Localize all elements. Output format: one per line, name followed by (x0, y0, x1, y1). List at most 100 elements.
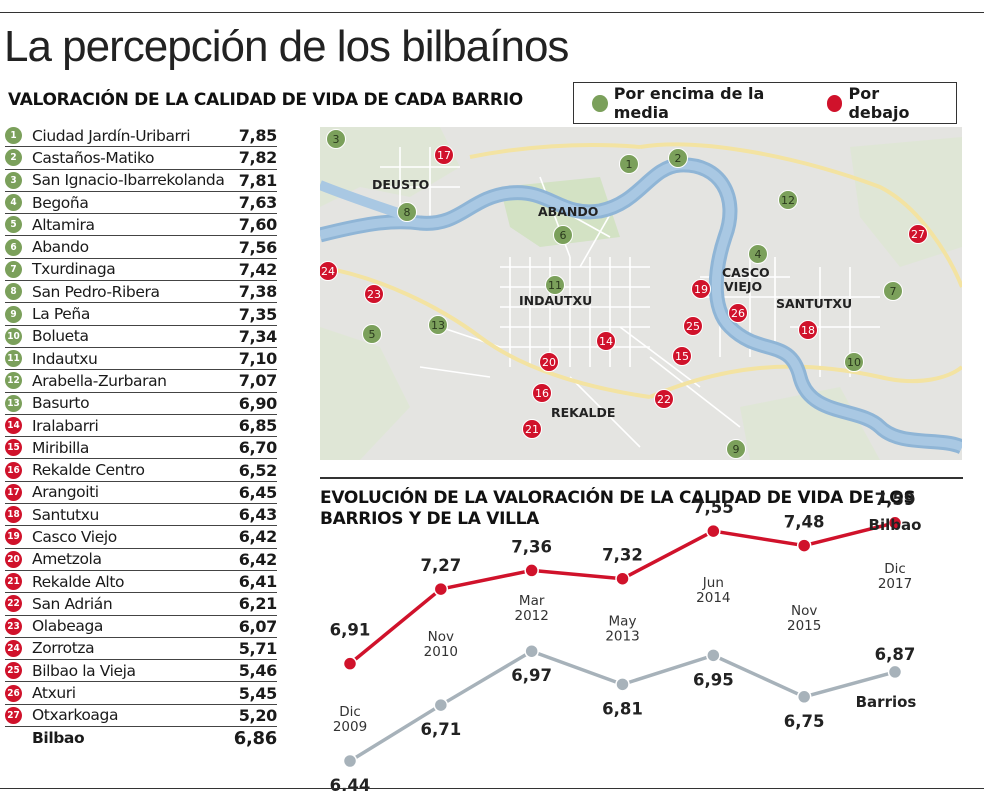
data-point-barrios (887, 664, 903, 680)
map-marker-number: 17 (437, 149, 451, 162)
map-marker-dot (545, 275, 565, 295)
ranking-row: 5 Altamira 7,60 (5, 214, 278, 237)
map-marker: 23 (364, 284, 384, 304)
rank-number-badge: 17 (5, 483, 22, 501)
map-marker-number: 20 (542, 356, 556, 369)
map-marker-dot (798, 320, 818, 340)
ranking-row: 26 Atxuri 5,45 (5, 682, 277, 705)
map-marker: 1 (619, 154, 639, 174)
map-main-roads (320, 142, 962, 399)
map-marker-number: 19 (694, 283, 708, 296)
ranking-row: 11 Indautxu 7,10 (5, 348, 278, 371)
ranking-row: 9 La Peña 7,35 (5, 303, 277, 326)
neighborhood-name: Miribilla (32, 438, 90, 457)
district-label-casco-viejo-2: VIEJO (724, 279, 762, 294)
map-marker-dot (654, 389, 674, 409)
rank-number-badge: 19 (5, 528, 22, 546)
ranking-row: 8 San Pedro-Ribera 7,38 (5, 281, 278, 304)
ranking-row: 7 Txurdinaga 7,42 (5, 259, 277, 282)
neighborhood-name: Casco Viejo (32, 527, 117, 546)
neighborhood-name: Txurdinaga (32, 260, 116, 279)
map-marker: 7 (883, 281, 903, 301)
neighborhood-name: Arabella-Zurbaran (32, 371, 167, 390)
map-marker-dot (728, 303, 748, 323)
ranking-row: 19 Casco Viejo 6,42 (5, 526, 278, 549)
map-marker: 26 (728, 303, 748, 323)
map-marker-dot (691, 279, 711, 299)
map-marker-number: 4 (755, 248, 762, 261)
bottom-rule (0, 788, 984, 789)
rank-number-badge: 12 (5, 372, 22, 390)
ranking-row: 24 Zorrotza 5,71 (5, 638, 278, 661)
rank-number-badge: 3 (5, 171, 22, 189)
map-marker: 25 (683, 316, 703, 336)
ranking-row: 15 Miribilla 6,70 (5, 437, 278, 460)
neighborhood-name: Santutxu (32, 505, 99, 524)
data-label-barrios: 6,87 (875, 645, 916, 664)
x-tick-label: Nov 2015 (787, 603, 821, 634)
map-marker-dot (778, 190, 798, 210)
data-point-bilbao (524, 563, 539, 578)
neighborhood-name: Ametzola (32, 550, 102, 569)
map-marker-dot (397, 202, 417, 222)
neighborhood-name: Castaños-Matiko (32, 148, 155, 167)
map-marker: 10 (844, 352, 864, 372)
map-marker: 5 (362, 324, 382, 344)
ranking-row: 21 Rekalde Alto 6,41 (5, 571, 277, 594)
neighborhood-score: 6,43 (238, 505, 278, 525)
rank-number-badge: 22 (5, 595, 22, 613)
total-score: 6,86 (233, 727, 278, 749)
neighborhood-score: 5,71 (238, 638, 278, 658)
neighborhood-score: 6,52 (238, 460, 278, 480)
map-marker-dot (672, 346, 692, 366)
neighborhood-name: Atxuri (32, 684, 76, 703)
data-point-bilbao (796, 538, 812, 553)
neighborhood-name: Ciudad Jardín-Uribarri (32, 126, 191, 145)
map-legend: Por encima de la media Por debajo (573, 82, 957, 124)
neighborhood-score: 6,70 (238, 438, 278, 458)
rank-number-badge: 20 (5, 550, 22, 568)
map-marker-dot (619, 154, 639, 174)
river-inner (320, 160, 962, 452)
neighborhood-score: 7,10 (238, 349, 278, 369)
map-marker-number: 5 (369, 328, 376, 341)
data-label-bilbao: 7,36 (511, 537, 552, 556)
data-point-barrios (615, 677, 630, 692)
map-marker: 27 (908, 224, 928, 244)
ranking-row: 18 Santutxu 6,43 (5, 504, 278, 527)
rank-number-badge: 26 (5, 684, 22, 702)
map-marker-number: 27 (911, 228, 925, 241)
neighborhood-score: 6,42 (238, 527, 278, 547)
district-labels: DEUSTO ABANDO INDAUTXU CASCO VIEJO SANTU… (372, 177, 852, 420)
map-marker: 18 (798, 320, 818, 340)
neighborhood-name: Rekalde Alto (32, 572, 125, 591)
neighborhood-score: 7,82 (238, 148, 278, 168)
data-label-barrios: 6,71 (420, 720, 461, 739)
map-markers: 1 234567891011121314151617181920212223242… (320, 129, 928, 459)
rank-number-badge: 10 (5, 327, 22, 345)
neighborhood-score: 7,63 (238, 193, 278, 213)
district-label-deusto: DEUSTO (372, 177, 429, 192)
data-point-bilbao (342, 656, 358, 671)
neighborhood-name: Indautxu (32, 349, 98, 368)
neighborhood-score: 7,60 (238, 215, 278, 235)
map-marker-dot (908, 224, 928, 244)
neighborhood-name: Altamira (32, 215, 95, 234)
neighborhood-score: 7,56 (238, 237, 278, 257)
map-marker-number: 23 (367, 288, 381, 301)
map-marker: 24 (320, 261, 338, 281)
data-label-barrios: 6,75 (784, 712, 825, 731)
map-marker-number: 6 (560, 229, 567, 242)
neighborhood-name: La Peña (32, 305, 90, 324)
map-marker-number: 13 (431, 319, 445, 332)
map-marker-dot (553, 225, 573, 245)
neighborhood-score: 7,38 (238, 282, 278, 302)
series-line-bilbao (348, 521, 896, 665)
map-marker-dot (596, 331, 616, 351)
green-dot-icon (592, 94, 608, 112)
map-marker-number: 24 (321, 265, 335, 278)
map-park (320, 327, 410, 460)
rank-number-badge: 15 (5, 439, 22, 457)
neighborhood-score: 7,34 (238, 326, 278, 346)
rank-number-badge: 14 (5, 417, 22, 434)
